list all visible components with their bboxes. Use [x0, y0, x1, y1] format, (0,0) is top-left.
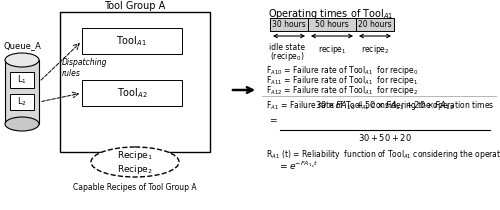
- Text: 30 hours: 30 hours: [272, 20, 306, 29]
- Bar: [10, 72, 34, 88]
- Bar: [356, 18, 394, 31]
- Text: 20 hours: 20 hours: [358, 20, 392, 29]
- Text: L$_1$: L$_1$: [17, 74, 27, 86]
- Text: F$_{A12}$ = Failure rate of Tool$_{A1}$  for recipe$_2$: F$_{A12}$ = Failure rate of Tool$_{A1}$ …: [266, 84, 418, 97]
- Text: recipe$_1$: recipe$_1$: [318, 43, 346, 56]
- Text: $= e^{-FA_{1_e}t}$: $= e^{-FA_{1_e}t}$: [278, 160, 318, 172]
- Ellipse shape: [5, 117, 39, 131]
- Text: 50 hours: 50 hours: [315, 20, 349, 29]
- Bar: [82, 80, 182, 106]
- Text: F$_{A11}$ = Failure rate of Tool$_{A1}$  for recipe$_1$: F$_{A11}$ = Failure rate of Tool$_{A1}$ …: [266, 74, 418, 87]
- Text: Tool$_{A2}$: Tool$_{A2}$: [116, 86, 148, 100]
- Bar: [308, 18, 356, 31]
- Text: Dispatching
rules: Dispatching rules: [62, 58, 108, 78]
- Text: Capable Recipes of Tool Group A: Capable Recipes of Tool Group A: [73, 183, 197, 192]
- Text: recipe$_2$: recipe$_2$: [360, 43, 390, 56]
- Text: R$_{A1}$ (t) = Reliability  function of Tool$_{A1}$ considering the operation ti: R$_{A1}$ (t) = Reliability function of T…: [266, 148, 500, 161]
- Text: L$_2$: L$_2$: [17, 96, 27, 108]
- Ellipse shape: [5, 53, 39, 67]
- Text: Queue_A: Queue_A: [3, 41, 41, 50]
- Bar: [5, 60, 39, 124]
- Text: Operating times of Tool$_{A1}$: Operating times of Tool$_{A1}$: [268, 7, 394, 21]
- Ellipse shape: [91, 147, 179, 177]
- Text: $=$: $=$: [268, 115, 278, 124]
- Text: $30+50+20$: $30+50+20$: [358, 132, 412, 143]
- Bar: [270, 18, 308, 31]
- Bar: [82, 28, 182, 54]
- Text: Tool Group A: Tool Group A: [104, 1, 166, 11]
- Text: $30 \times FA_{10}+50 \times FA_{11}+20 \times FA_{12}$: $30 \times FA_{10}+50 \times FA_{11}+20 …: [316, 100, 454, 112]
- Text: Recipe$_1$: Recipe$_1$: [117, 150, 153, 163]
- Text: idle state: idle state: [269, 43, 305, 52]
- Text: (recipe$_0$): (recipe$_0$): [270, 50, 304, 63]
- Text: Recipe$_2$: Recipe$_2$: [117, 163, 153, 176]
- Bar: [60, 12, 210, 152]
- Text: Tool$_{A1}$: Tool$_{A1}$: [116, 34, 148, 48]
- Text: F$_{A10}$ = Failure rate of Tool$_{A1}$  for recipe$_0$: F$_{A10}$ = Failure rate of Tool$_{A1}$ …: [266, 64, 418, 77]
- Bar: [10, 94, 34, 110]
- Text: F$_{A1}$ = Failure rate of Tool$_{A1}$ considering the operation times: F$_{A1}$ = Failure rate of Tool$_{A1}$ c…: [266, 99, 494, 112]
